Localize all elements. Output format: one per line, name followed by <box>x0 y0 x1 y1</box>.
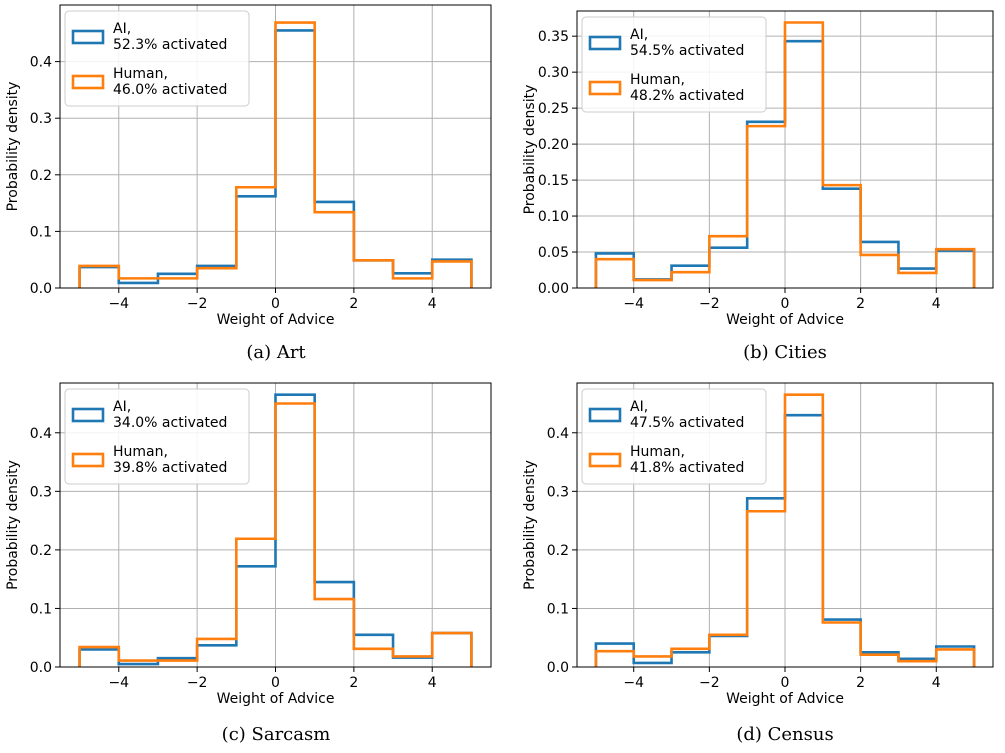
panel-art: −4 −2 0 2 4 0.0 0.1 0.2 0.3 0.4 Weight of Advice Pr… <box>5 4 492 363</box>
histogram-human <box>594 393 976 667</box>
y-tick-label: 0.10 <box>538 209 569 225</box>
panel-sarcasm: −4 −2 0 2 4 0.0 0.1 0.2 0.3 0.4 Weight of Advice Pr… <box>5 382 492 745</box>
y-tick-label: 0.1 <box>547 601 569 617</box>
x-tick-label: 4 <box>428 675 437 691</box>
x-tick-label: 4 <box>932 675 941 691</box>
histogram-human <box>78 21 473 288</box>
x-tick-label: −2 <box>699 675 720 691</box>
x-tick-label: 0 <box>271 296 280 312</box>
y-tick-label: 0.2 <box>547 543 569 559</box>
x-tick-label: 0 <box>781 296 790 312</box>
legend-swatch-human <box>588 80 622 96</box>
legend-box <box>581 16 767 113</box>
legend-label-ai: AI, <box>113 21 131 37</box>
y-tick-label: 0.1 <box>30 224 52 240</box>
y-tick-label: 0.4 <box>30 55 52 71</box>
histogram-human <box>78 402 473 667</box>
x-axis-label: Weight of Advice <box>726 691 844 707</box>
caption-census: (d) Census <box>736 724 833 745</box>
caption-sarcasm: (c) Sarcasm <box>222 724 331 745</box>
y-tick-label: 0.00 <box>538 281 569 297</box>
y-tick-label: 0.2 <box>30 168 52 184</box>
legend-label-ai: AI, <box>113 399 131 415</box>
legend-swatch-human <box>71 452 105 468</box>
x-axis-label: Weight of Advice <box>217 312 335 328</box>
y-tick-label: 0.3 <box>30 484 52 500</box>
legend-label-human: Human, <box>113 66 168 82</box>
legend-box <box>64 10 250 107</box>
legend-label-ai: 52.3% activated <box>113 37 227 53</box>
y-axis-label: Probability density <box>5 82 21 212</box>
legend-box <box>581 388 767 485</box>
legend-box <box>64 388 250 485</box>
legend-label-ai: 34.0% activated <box>113 415 227 431</box>
legend-swatch-ai <box>588 407 622 423</box>
legend-label-human: 39.8% activated <box>113 460 227 476</box>
x-tick-label: 2 <box>856 675 865 691</box>
y-tick-label: 0.3 <box>547 484 569 500</box>
x-tick-label: −4 <box>108 296 129 312</box>
y-tick-label: 0.20 <box>538 137 569 153</box>
panel-census: −4 −2 0 2 4 0.0 0.1 0.2 0.3 0.4 Weight of Advice Pr… <box>522 382 994 745</box>
x-tick-label: 4 <box>932 296 941 312</box>
legend-label-human: 48.2% activated <box>630 88 744 104</box>
legend-label-ai: AI, <box>630 399 648 415</box>
legend-label-human: 46.0% activated <box>113 82 227 98</box>
legend-label-ai: 47.5% activated <box>630 415 744 431</box>
x-axis-label: Weight of Advice <box>726 312 844 328</box>
legend-swatch-ai <box>71 29 105 45</box>
x-tick-label: −4 <box>108 675 129 691</box>
y-axis-label: Probability density <box>522 460 538 590</box>
y-tick-label: 0.0 <box>30 281 52 297</box>
x-tick-label: −2 <box>187 296 208 312</box>
legend-swatch-human <box>71 74 105 90</box>
x-axis-label: Weight of Advice <box>217 691 335 707</box>
x-tick-label: −4 <box>623 296 644 312</box>
legend-swatch-ai <box>71 407 105 423</box>
legend-label-human: Human, <box>630 72 685 88</box>
y-tick-label: 0.3 <box>30 111 52 127</box>
y-axis-label: Probability density <box>522 85 538 215</box>
y-tick-label: 0.2 <box>30 543 52 559</box>
caption-cities: (b) Cities <box>743 342 827 363</box>
x-tick-label: −2 <box>699 296 720 312</box>
x-tick-label: 2 <box>349 675 358 691</box>
legend-swatch-ai <box>588 35 622 51</box>
legend-label-human: Human, <box>630 444 685 460</box>
y-tick-label: 0.05 <box>538 245 569 261</box>
x-tick-label: −4 <box>623 675 644 691</box>
caption-art: (a) Art <box>246 342 306 363</box>
y-tick-label: 0.15 <box>538 173 569 189</box>
x-tick-label: 2 <box>856 296 865 312</box>
legend-swatch-human <box>588 452 622 468</box>
y-tick-label: 0.30 <box>538 65 569 81</box>
y-tick-label: 0.4 <box>547 426 569 442</box>
panel-cities: −4 −2 0 2 4 0.00 0.05 0.10 0.15 0.20 0.25 0.30 0.35 W… <box>522 10 994 363</box>
legend-label-human: Human, <box>113 444 168 460</box>
x-tick-label: 0 <box>271 675 280 691</box>
legend-label-human: 41.8% activated <box>630 460 744 476</box>
legend-label-ai: AI, <box>630 27 648 43</box>
y-tick-label: 0.0 <box>547 660 569 676</box>
x-tick-label: 0 <box>781 675 790 691</box>
x-tick-label: 2 <box>349 296 358 312</box>
y-tick-label: 0.0 <box>30 660 52 676</box>
y-tick-label: 0.1 <box>30 601 52 617</box>
histogram-human <box>594 21 976 288</box>
x-tick-label: −2 <box>187 675 208 691</box>
legend-label-ai: 54.5% activated <box>630 43 744 59</box>
y-axis-label: Probability density <box>5 460 21 590</box>
y-tick-label: 0.35 <box>538 29 569 45</box>
x-tick-label: 4 <box>428 296 437 312</box>
y-tick-label: 0.4 <box>30 426 52 442</box>
y-tick-label: 0.25 <box>538 101 569 117</box>
